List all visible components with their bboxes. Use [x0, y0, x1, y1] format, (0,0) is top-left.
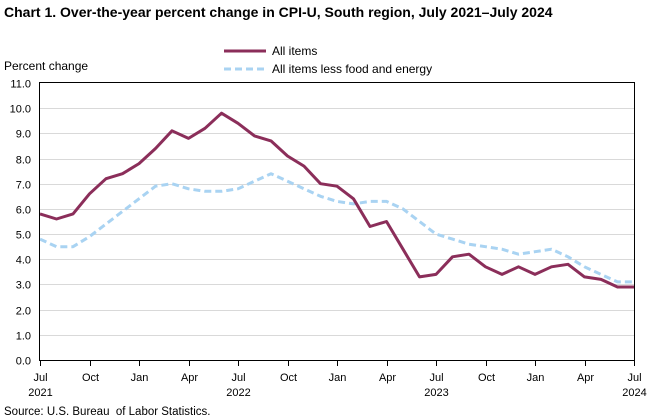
- x-tick-label: Oct: [478, 372, 495, 384]
- x-tick-label: Apr: [577, 372, 594, 384]
- series-line-all-items: [39, 111, 634, 289]
- y-tick-label: 7.0: [16, 180, 31, 192]
- x-tick-label: Jul: [627, 372, 641, 384]
- legend: All items All items less food and energy: [224, 44, 432, 76]
- x-tick-year: 2022: [226, 387, 250, 399]
- x-tick-label: Jul: [231, 372, 245, 384]
- y-tick-label: 11.0: [10, 79, 31, 91]
- chart-title: Chart 1. Over-the-year percent change in…: [4, 4, 553, 20]
- x-tick-label: Jan: [329, 372, 347, 384]
- y-tick-label: 4.0: [16, 255, 31, 267]
- source-note: Source: U.S. Bureau of Labor Statistics.: [4, 406, 210, 418]
- x-tick-label: Jul: [33, 372, 47, 384]
- x-tick-label: Jul: [429, 372, 443, 384]
- x-tick-label: Apr: [181, 372, 198, 384]
- y-tick-label: 8.0: [16, 155, 31, 167]
- x-tick-year: 2023: [424, 387, 448, 399]
- plot-frame: [39, 82, 635, 361]
- x-tick-label: Jan: [131, 372, 149, 384]
- x-axis-ticks: Jul 2021 Oct Jan Apr Jul 2022 Oct Jan Apr Jul 2023 O…: [28, 360, 647, 399]
- y-tick-label: 3.0: [16, 280, 31, 292]
- x-tick-label: Apr: [379, 372, 396, 384]
- y-tick-label: 9.0: [16, 129, 31, 141]
- x-tick-label: Oct: [280, 372, 297, 384]
- y-axis-label: Percent change: [4, 59, 88, 73]
- y-tick-label: 5.0: [16, 230, 31, 242]
- y-tick-label: 0.0: [16, 356, 31, 368]
- x-tick-year: 2024: [622, 387, 646, 399]
- legend-label-core: All items less food and energy: [272, 62, 432, 76]
- series-lines: [39, 111, 634, 289]
- y-axis-ticks: 0.0 1.0 2.0 3.0 4.0 5.0 6.0 7.0 8.0 9.0 10.0 11.0: [10, 79, 31, 368]
- series-line-core: [39, 172, 634, 284]
- gridlines: [40, 108, 634, 336]
- legend-label-all-items: All items: [272, 44, 317, 58]
- y-tick-label: 2.0: [16, 306, 31, 318]
- y-tick-label: 10.0: [10, 104, 31, 116]
- x-tick-year: 2021: [28, 387, 52, 399]
- y-tick-label: 6.0: [16, 205, 31, 217]
- x-tick-label: Jan: [527, 372, 545, 384]
- y-tick-label: 1.0: [16, 331, 31, 343]
- x-tick-label: Oct: [82, 372, 99, 384]
